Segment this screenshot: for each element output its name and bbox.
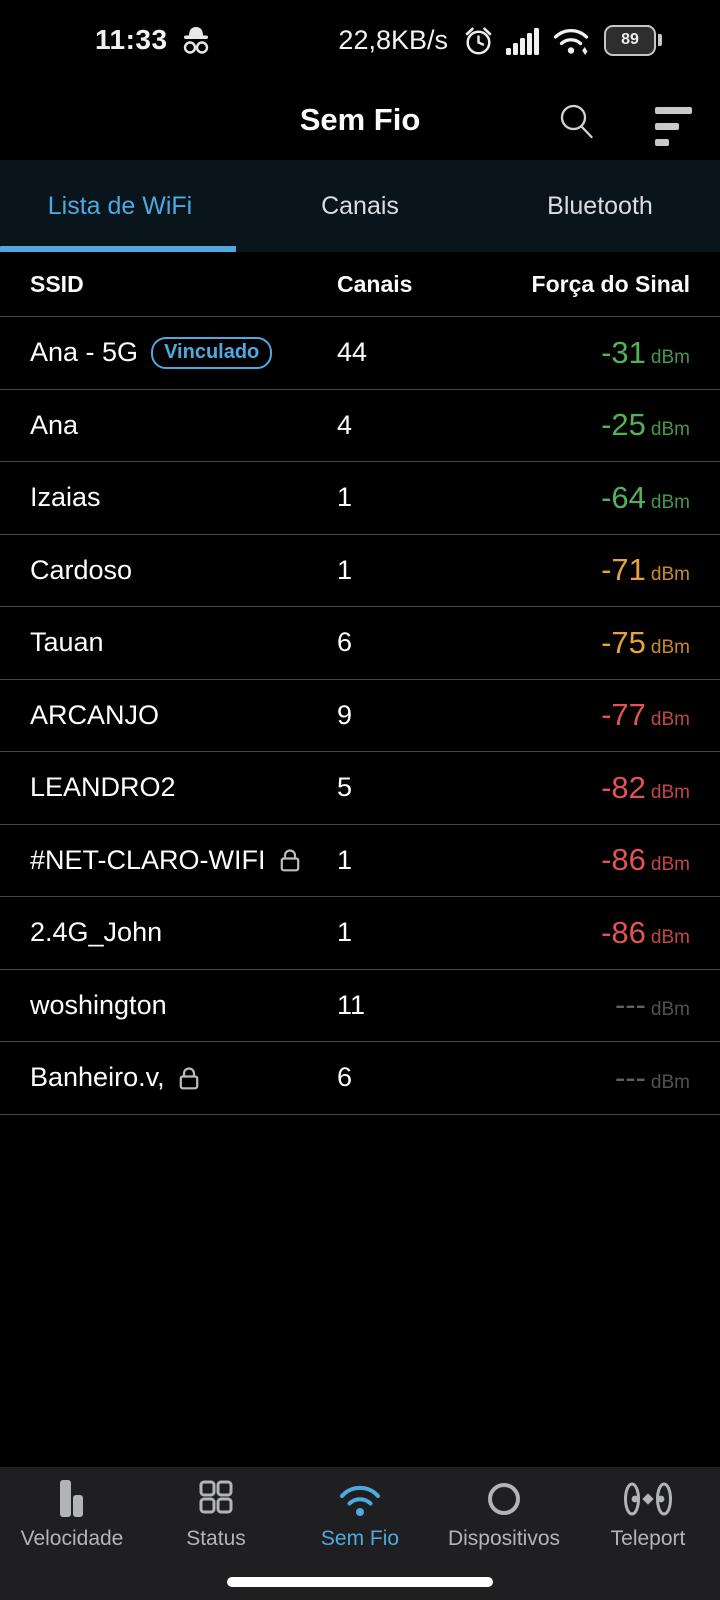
signal-value: -31 dBm	[601, 334, 690, 370]
network-speed: 22,8KB/s	[338, 24, 448, 55]
table-row[interactable]: 2.4G_John 1 -86 dBm	[0, 896, 720, 969]
ssid-label: Banheiro.v,	[30, 1062, 165, 1093]
ssid-label: Ana	[30, 409, 79, 440]
col-header-ssid: SSID	[30, 270, 84, 297]
ssid-label: 2.4G_John	[30, 917, 163, 948]
channel-value: 1	[337, 844, 353, 875]
signal-value: -64 dBm	[601, 479, 690, 515]
ssid-label: ARCANJO	[30, 699, 160, 730]
speed-test-icon	[52, 1480, 92, 1518]
channel-value: 5	[337, 772, 353, 803]
signal-value: -75 dBm	[601, 624, 690, 660]
table-row[interactable]: Ana - 5G Vinculado 44 -31 dBm	[0, 316, 720, 389]
ssid-label: woshington	[30, 989, 167, 1020]
tab-canais[interactable]: Canais	[321, 191, 399, 220]
filter-icon[interactable]	[655, 107, 692, 146]
nav-item-dispositivos[interactable]: Dispositivos	[432, 1480, 576, 1551]
cell-signal-icon	[506, 25, 540, 55]
ssid-label: Tauan	[30, 627, 104, 658]
nav-label: Dispositivos	[447, 1527, 561, 1550]
lock-icon	[178, 1065, 200, 1091]
signal-value: -82 dBm	[601, 769, 690, 805]
ssid-label: Cardoso	[30, 554, 133, 585]
wifi-icon	[336, 1480, 384, 1518]
signal-value: -86 dBm	[601, 842, 690, 878]
channel-value: 1	[337, 917, 353, 948]
table-row[interactable]: Izaias 1 -64 dBm	[0, 461, 720, 534]
clock: 11:33	[95, 24, 168, 55]
channel-value: 4	[337, 409, 353, 440]
table-row[interactable]: Ana 4 -25 dBm	[0, 388, 720, 462]
table-row[interactable]: LEANDRO2 5 -82 dBm	[0, 751, 720, 824]
nav-label: Teleport	[610, 1527, 686, 1550]
table-header: SSID Canais Força do Sinal	[0, 252, 720, 316]
alarm-icon	[462, 24, 495, 57]
channel-value: 44	[337, 337, 368, 368]
ssid-label: LEANDRO2	[30, 772, 176, 803]
status-bar: 11:33 22,8KB/s	[0, 0, 720, 80]
nav-item-status[interactable]: Status	[144, 1480, 288, 1551]
incognito-icon	[178, 24, 214, 56]
app-header: Sem Fio	[0, 80, 720, 160]
wifi-status-icon	[551, 24, 593, 56]
ssid-label: #NET-CLARO-WIFI	[30, 844, 266, 875]
channel-value: 1	[337, 554, 353, 585]
devices-icon	[484, 1480, 524, 1518]
signal-value: -86 dBm	[601, 914, 690, 950]
table-row[interactable]: woshington 11 --- dBm	[0, 968, 720, 1042]
nav-label: Velocidade	[20, 1527, 124, 1550]
table-row[interactable]: Tauan 6 -75 dBm	[0, 606, 720, 679]
col-header-channel: Canais	[337, 270, 413, 297]
grid-icon	[196, 1480, 236, 1518]
channel-value: 11	[337, 989, 366, 1020]
search-icon[interactable]	[558, 102, 595, 139]
nav-item-velocidade[interactable]: Velocidade	[0, 1480, 144, 1551]
ssid-label: Izaias	[30, 482, 101, 513]
channel-value: 6	[337, 1062, 353, 1093]
col-header-signal: Força do Sinal	[531, 270, 690, 297]
signal-value: --- dBm	[614, 987, 690, 1023]
table-row[interactable]: #NET-CLARO-WIFI 1 -86 dBm	[0, 823, 720, 897]
teleport-icon	[621, 1480, 675, 1518]
nav-item-teleport[interactable]: Teleport	[576, 1480, 720, 1551]
tab-bar: Lista de WiFi Canais Bluetooth	[0, 160, 720, 252]
battery-level: 89	[621, 31, 639, 48]
channel-value: 6	[337, 627, 353, 658]
lock-icon	[279, 847, 301, 873]
table-row[interactable]: ARCANJO 9 -77 dBm	[0, 678, 720, 752]
page-title: Sem Fio	[299, 102, 421, 137]
nav-label: Sem Fio	[320, 1527, 400, 1550]
table-row[interactable]: Banheiro.v, 6 --- dBm	[0, 1041, 720, 1114]
ssid-label: Ana - 5G	[30, 337, 139, 368]
tab-lista-de-wifi[interactable]: Lista de WiFi	[47, 191, 193, 220]
home-indicator[interactable]	[227, 1577, 493, 1587]
signal-value: -25 dBm	[601, 407, 690, 443]
nav-label: Status	[186, 1527, 246, 1550]
table-row[interactable]: Cardoso 1 -71 dBm	[0, 533, 720, 607]
active-tab-underline	[0, 246, 236, 252]
nav-item-sem-fio[interactable]: Sem Fio	[288, 1480, 432, 1551]
signal-value: --- dBm	[614, 1059, 690, 1095]
channel-value: 9	[337, 699, 353, 730]
tab-bluetooth[interactable]: Bluetooth	[547, 191, 653, 220]
linked-badge: Vinculado	[151, 336, 273, 369]
signal-value: -71 dBm	[601, 552, 690, 588]
battery-icon: 89	[604, 24, 662, 56]
wifi-list: Ana - 5G Vinculado 44 -31 dBm Ana 4 -25 dB…	[0, 316, 720, 1115]
channel-value: 1	[337, 482, 353, 513]
signal-value: -77 dBm	[601, 697, 690, 733]
